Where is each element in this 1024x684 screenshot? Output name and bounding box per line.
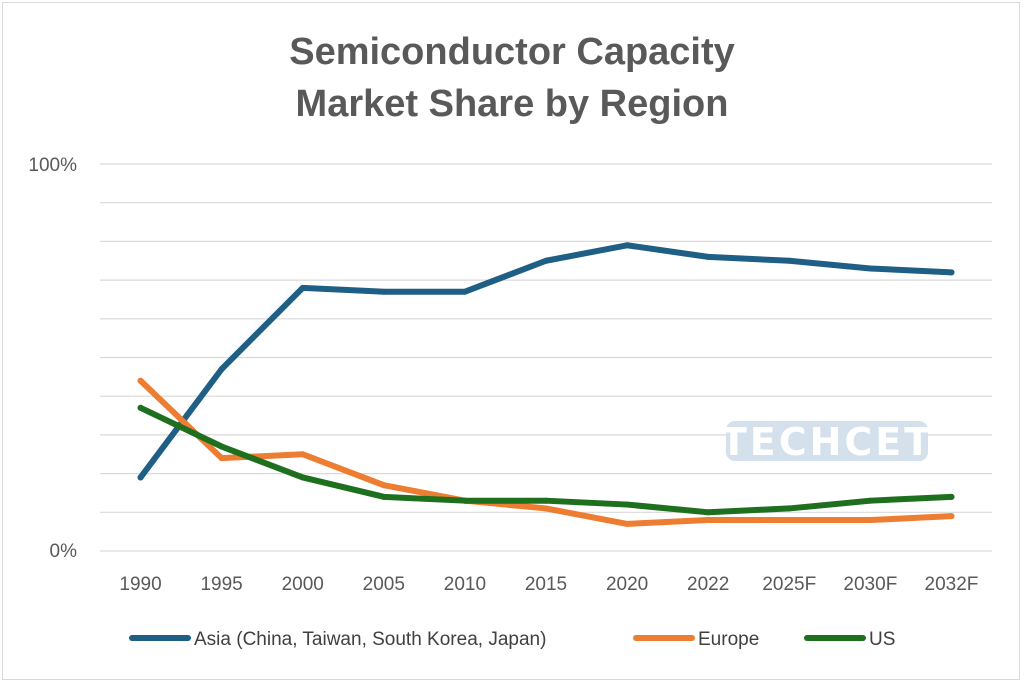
x-tick-label: 1990 bbox=[119, 574, 161, 595]
data-point bbox=[299, 474, 306, 481]
data-point bbox=[218, 455, 225, 462]
data-point bbox=[624, 242, 631, 249]
data-point bbox=[948, 269, 955, 276]
data-point bbox=[461, 288, 468, 295]
data-point bbox=[543, 257, 549, 264]
y-tick-label-bottom: 0% bbox=[50, 541, 78, 562]
x-tick-label: 2030F bbox=[843, 574, 897, 595]
watermark-text: TECHCET bbox=[721, 420, 933, 464]
data-point bbox=[624, 501, 631, 508]
data-point bbox=[867, 265, 874, 272]
data-point bbox=[948, 493, 955, 500]
data-point bbox=[380, 493, 387, 500]
gridlines bbox=[100, 163, 992, 552]
legend-label: US bbox=[869, 629, 895, 650]
x-tick-label: 2022 bbox=[687, 574, 729, 595]
data-point bbox=[543, 505, 549, 512]
data-point bbox=[218, 443, 225, 450]
legend-label: Europe bbox=[698, 629, 759, 650]
x-tick-label: 2025F bbox=[762, 574, 816, 595]
x-tick-label: 1995 bbox=[200, 574, 242, 595]
chart-title-line-2: Market Share by Region bbox=[295, 83, 729, 125]
x-axis-tick-labels: 1990 1995 2000 2005 2010 2015 2020 2022 2025F 203… bbox=[119, 574, 978, 595]
x-tick-label: 2032F bbox=[925, 574, 979, 595]
data-point bbox=[299, 451, 306, 458]
data-point bbox=[299, 284, 306, 291]
x-tick-label: 2000 bbox=[282, 574, 324, 595]
series-lines bbox=[137, 242, 955, 527]
data-point bbox=[461, 497, 468, 504]
data-point bbox=[137, 377, 144, 384]
data-point bbox=[867, 517, 874, 524]
data-point bbox=[705, 509, 712, 516]
chart-title: Semiconductor Capacity Market Share by R… bbox=[0, 26, 1024, 130]
legend-label: Asia (China, Taiwan, South Korea, Japan) bbox=[194, 629, 546, 650]
y-tick-label-top: 100% bbox=[28, 155, 77, 176]
data-point bbox=[543, 497, 549, 504]
data-point bbox=[624, 520, 631, 527]
data-point bbox=[218, 366, 225, 373]
data-point bbox=[786, 517, 793, 524]
data-point bbox=[705, 253, 712, 260]
legend: Asia (China, Taiwan, South Korea, Japan)… bbox=[129, 629, 895, 650]
x-tick-label: 2005 bbox=[363, 574, 405, 595]
x-tick-label: 2015 bbox=[525, 574, 567, 595]
watermark-badge bbox=[726, 421, 928, 461]
data-point bbox=[380, 482, 387, 489]
data-point bbox=[786, 257, 793, 264]
data-point bbox=[380, 288, 387, 295]
data-point bbox=[705, 517, 712, 524]
chart-title-line-1: Semiconductor Capacity bbox=[289, 31, 735, 73]
data-point bbox=[137, 404, 144, 411]
x-tick-label: 2010 bbox=[444, 574, 486, 595]
x-tick-label: 2020 bbox=[606, 574, 648, 595]
techcet-watermark: TECHCET bbox=[721, 420, 933, 464]
data-point bbox=[786, 505, 793, 512]
y-axis-tick-labels: 100% 0% bbox=[28, 155, 77, 562]
data-point bbox=[948, 513, 955, 520]
data-point bbox=[867, 497, 874, 504]
data-point bbox=[137, 474, 144, 481]
